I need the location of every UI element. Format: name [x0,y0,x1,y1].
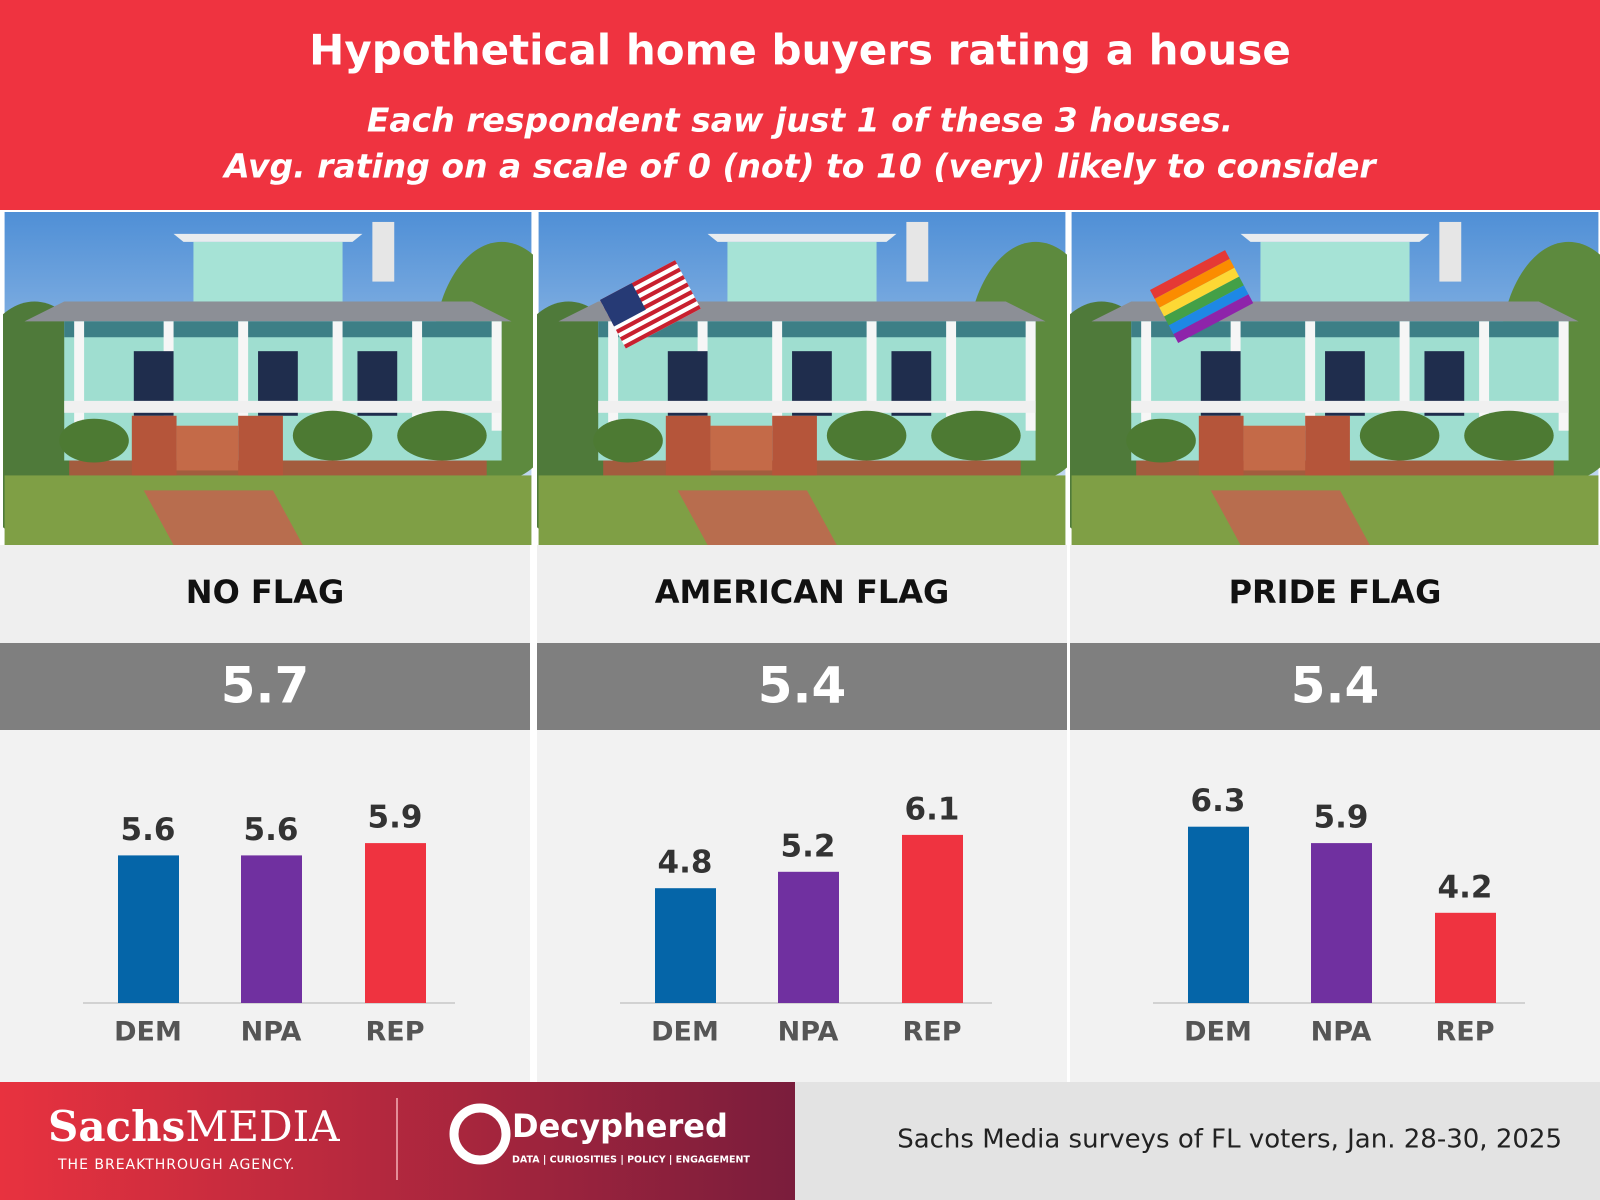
label-band [0,545,530,643]
logo-sachs-bold: Sachs [48,1102,185,1151]
data-label: 5.9 [368,800,423,836]
x-tick-label: DEM [1184,1017,1252,1048]
bar [902,834,963,1003]
score-band [1070,643,1600,730]
logo-sachs-tagline: THE BREAKTHROUGH AGENCY. [57,1157,295,1173]
score-band [0,643,530,730]
x-tick-label: NPA [778,1017,839,1048]
average: 5.7 [221,657,310,715]
label-band [1070,545,1600,643]
data-label: 6.3 [1191,783,1246,819]
data-label: 5.2 [781,828,836,864]
data-label: 4.8 [658,845,713,881]
x-tick-label: REP [365,1017,424,1048]
x-tick-label: REP [902,1017,961,1048]
subtitle: Each respondent saw just 1 of these 3 ho… [367,101,1233,140]
bar [365,843,426,1003]
logo-decyphered-icon [449,1103,511,1165]
x-tick-label: NPA [241,1017,302,1048]
data-label: 4.2 [1438,869,1493,905]
bar [241,855,302,1003]
bar [118,855,179,1003]
label-band [537,545,1067,643]
score-band [537,643,1067,730]
bar [1188,826,1249,1003]
footer-source-band [795,1082,1600,1200]
x-tick-label: NPA [1311,1017,1372,1048]
source: Sachs Media surveys of FL voters, Jan. 2… [897,1125,1562,1155]
house-photo [1070,212,1600,545]
bar [1435,912,1496,1003]
panel-title: AMERICAN FLAG [655,573,949,611]
american-flag [600,260,701,349]
title: Hypothetical home buyers rating a house [309,26,1291,75]
average: 5.4 [1291,657,1380,715]
logo-sachs: SachsMEDIA [48,1102,340,1151]
x-tick-label: REP [1435,1017,1494,1048]
x-tick-label: DEM [651,1017,719,1048]
bar [655,888,716,1003]
bar [1311,843,1372,1003]
subtitle: Avg. rating on a scale of 0 (not) to 10 … [221,147,1377,186]
house-photo [537,212,1067,545]
bar [778,871,839,1003]
house-photo [3,212,533,545]
panel-title: PRIDE FLAG [1229,573,1442,611]
logo-sachs-light: MEDIA [185,1102,340,1151]
pride-flag [1150,250,1254,343]
average: 5.4 [758,657,847,715]
x-tick-label: DEM [114,1017,182,1048]
data-label: 5.6 [121,812,176,848]
panel-title: NO FLAG [186,573,344,611]
logo-decyphered: Decyphered [512,1107,728,1145]
header-band [0,0,1600,210]
data-label: 5.9 [1314,800,1369,836]
logo-decyphered-tagline: DATA | CURIOSITIES | POLICY | ENGAGEMENT [512,1155,750,1166]
data-label: 5.6 [244,812,299,848]
data-label: 6.1 [905,791,960,827]
